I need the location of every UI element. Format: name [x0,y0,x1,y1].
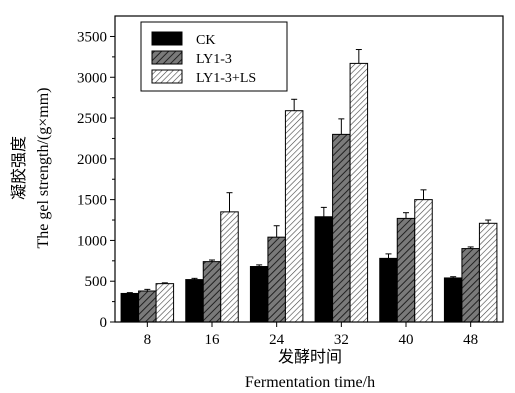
plot-frame [114,15,504,323]
legend-swatch-ly1-3 [151,50,183,65]
bar-ck-32 [314,216,334,323]
y-tick-label: 500 [85,274,108,290]
bar-ck-40 [379,257,398,323]
bar-ck-16 [185,279,204,323]
bar-ly1-3-ls-24 [284,110,304,323]
bar-ly1-3-ls-16 [220,211,239,323]
x-tick-label: 8 [144,332,152,348]
bar-ly1-3-ls-32 [349,62,369,323]
y-axis-label-cn: 凝胶强度 [10,136,28,200]
bar-ly1-3-8 [138,290,157,323]
y-tick-label: 3500 [77,29,107,45]
legend-swatch-ly1-3-ls [151,69,183,84]
bar-ly1-3-ls-40 [414,199,433,323]
y-tick-label: 0 [100,315,108,331]
bar-ly1-3-32 [332,133,351,323]
bar-ly1-3-40 [396,217,416,323]
bars-layer [120,62,498,323]
y-tick-label: 3000 [77,70,107,86]
y-axis-label-en: The gel strength/(g×mm) [35,88,52,249]
x-tick-label: 48 [463,332,478,348]
bar-ck-48 [443,277,463,323]
bar-ly1-3-24 [267,236,286,323]
y-tick-label: 2500 [77,111,107,127]
x-tick-label: 16 [205,332,221,348]
legend-label-ly1-3-ls: LY1-3+LS [196,71,256,86]
axes-layer [110,15,504,327]
bar-ck-8 [120,292,140,323]
legend-label-ck: CK [196,33,215,48]
bar-ck-24 [249,266,269,323]
x-tick-label: 32 [334,332,349,348]
legend-swatch-ck [151,31,183,46]
bar-ly1-3-16 [202,261,222,323]
y-tick-label: 1000 [77,233,107,249]
x-axis-label-cn: 发酵时间 [278,348,342,366]
x-tick-label: 40 [399,332,414,348]
x-axis-label-en: Fermentation time/h [245,374,375,391]
x-tick-label: 24 [269,332,285,348]
error-bars-layer [126,49,492,294]
bar-ly1-3-ls-8 [155,283,175,323]
bar-ly1-3-ls-48 [478,222,498,323]
legend-label-ly1-3: LY1-3 [196,52,232,67]
bar-ly1-3-48 [461,248,480,323]
y-tick-label: 1500 [77,193,107,209]
legend: CK LY1-3 LY1-3+LS [140,21,288,92]
tick-labels-layer: 8 16 24 32 40 48 0 500 1000 1500 2000 2500 3000 3500 [77,29,478,348]
y-tick-label: 2000 [77,152,107,168]
